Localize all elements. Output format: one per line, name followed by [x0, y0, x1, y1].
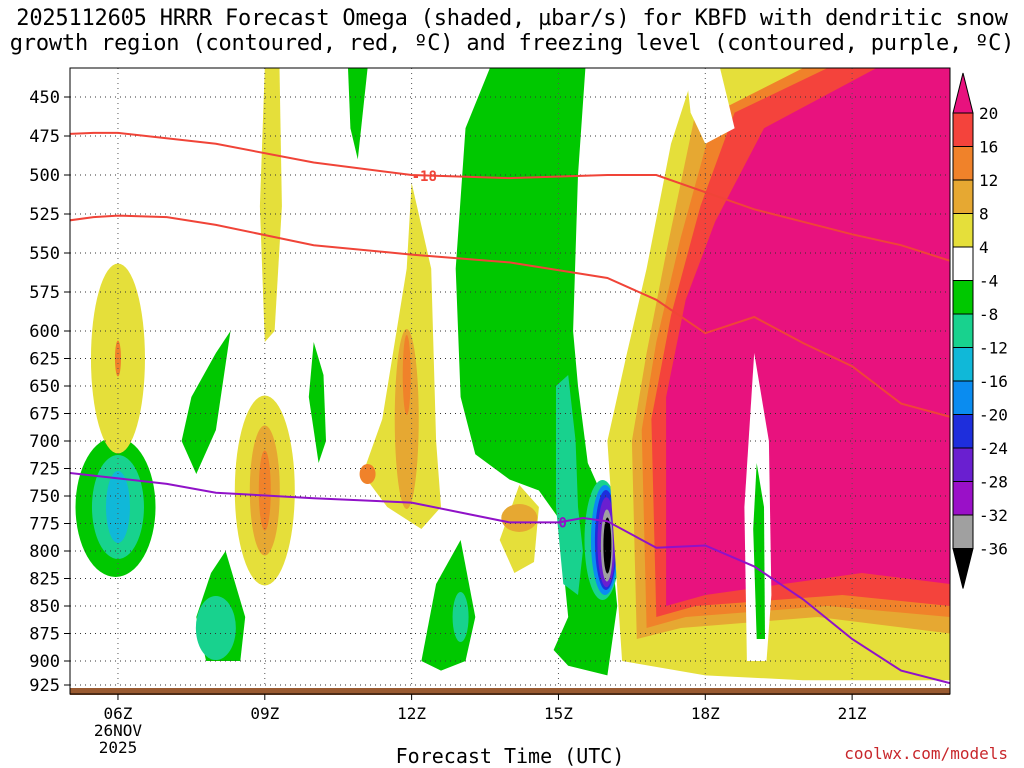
colorbar-bin-m24_m20	[952, 414, 974, 449]
colorbar-tick-9: -20	[979, 406, 1008, 425]
colorbar-tick-10: -24	[979, 439, 1008, 458]
chart-title-line1: 2025112605 HRRR Forecast Omega (shaded, …	[16, 6, 1008, 31]
colorbar-tick-1: 16	[979, 138, 998, 157]
colorbar-bin-m8_m4	[952, 280, 974, 315]
orange-12z	[402, 335, 411, 415]
colorbar-bin-m12_m8	[952, 313, 974, 348]
colorbar-bin-8_12	[952, 179, 974, 214]
contour-lines: -18 0	[70, 131, 950, 685]
colorbar-tick-3: 8	[979, 205, 989, 224]
y-tick-label-575: 575	[29, 283, 60, 303]
freezing-label: 0	[558, 515, 566, 531]
colorbar-bottom-arrow	[952, 548, 974, 589]
colorbar-bin-m28_m24	[952, 447, 974, 482]
x-tick-label-06Z: 06Z	[104, 704, 133, 723]
colorbar-tick-8: -16	[979, 372, 1008, 391]
plot-frame	[69, 67, 951, 695]
ground-strip	[70, 688, 950, 695]
x-tick-label-21Z: 21Z	[838, 704, 867, 723]
y-tick-label-550: 550	[29, 244, 60, 264]
teal-core	[556, 375, 583, 595]
omega-shaded-field	[75, 68, 950, 681]
teal-13z	[452, 592, 469, 642]
y-tick-label-525: 525	[29, 205, 60, 225]
green-10z	[308, 342, 326, 463]
y-tick-label-625: 625	[29, 350, 60, 370]
y-tick-label-725: 725	[29, 460, 60, 480]
x-tick-label-09Z: 09Z	[250, 704, 279, 723]
gold-12z	[394, 329, 419, 509]
chart-title-line2: growth region (contoured, red, ºC) and f…	[9, 31, 1015, 56]
y-tick-label-775: 775	[29, 515, 60, 535]
colorbar-tick-0: 20	[979, 104, 998, 123]
gold-14z	[501, 504, 538, 532]
colorbar-tick-13: -36	[979, 540, 1008, 559]
y-tick-label-825: 825	[29, 570, 60, 590]
colorbar-bin-4_8	[952, 213, 974, 248]
colorbar-tick-7: -12	[979, 339, 1008, 358]
colorbar-tick-12: -32	[979, 506, 1008, 525]
y-tick-label-875: 875	[29, 625, 60, 645]
dgz-lower-contour	[70, 214, 950, 418]
colorbar: 20 16 12 8 4 -4 -8 -12 -16 -20 -24 -28 -32 -36	[952, 72, 1008, 589]
colorbar-tick-6: -8	[979, 305, 998, 324]
y-tick-label-500: 500	[29, 166, 60, 186]
colorbar-bin-12_16	[952, 146, 974, 181]
dgz-label: -18	[412, 169, 437, 185]
colorbar-top-arrow	[952, 72, 974, 114]
y-tick-label-600: 600	[29, 322, 60, 342]
y-tick-label-850: 850	[29, 597, 60, 617]
green-08z-upper	[181, 331, 231, 474]
x-tick-label-12Z: 12Z	[397, 704, 426, 723]
colorbar-bin-m4_4	[952, 246, 974, 281]
grid-lines	[70, 68, 950, 694]
teal-08z	[195, 596, 236, 660]
freezing-level-contour	[70, 472, 950, 685]
y-tick-label-475: 475	[29, 127, 60, 147]
black-core	[603, 517, 612, 574]
y-tick-label-750: 750	[29, 487, 60, 507]
colorbar-tick-11: -28	[979, 473, 1008, 492]
colorbar-bin-m16_m12	[952, 347, 974, 382]
green-sliver-upper	[348, 68, 368, 160]
colorbar-tick-5: -4	[979, 272, 998, 291]
colorbar-bin-m20_m16	[952, 380, 974, 415]
y-tick-label-900: 900	[29, 652, 60, 672]
colorbar-bin-m32_m28	[952, 481, 974, 516]
yellow-09z-upper	[259, 68, 282, 342]
x-tick-date: 26NOV	[94, 721, 143, 740]
y-tick-label-800: 800	[29, 542, 60, 562]
x-tick-label-18Z: 18Z	[691, 704, 720, 723]
y-tick-label-650: 650	[29, 377, 60, 397]
y-tick-label-925: 925	[29, 676, 60, 696]
colorbar-bin-m36_m32	[952, 514, 974, 549]
green-streak	[753, 463, 765, 639]
orange-1100z	[359, 464, 376, 484]
colorbar-bin-16_20	[952, 112, 974, 147]
x-tick-year: 2025	[99, 738, 138, 757]
orange-09z	[258, 450, 271, 531]
x-tick-label-15Z: 15Z	[544, 704, 573, 723]
white-notch	[685, 68, 735, 144]
credit-text: coolwx.com/models	[844, 744, 1008, 763]
dgz-upper-contour	[70, 131, 950, 262]
y-tick-label-675: 675	[29, 405, 60, 425]
colorbar-tick-4: 4	[979, 238, 989, 257]
colorbar-tick-2: 12	[979, 171, 998, 190]
x-axis-label: Forecast Time (UTC)	[395, 744, 625, 768]
axes: 450 475 500 525 550 575 600 625 650 675 700 725 750 7…	[29, 67, 951, 757]
blue-left-blob	[105, 471, 130, 543]
y-tick-label-450: 450	[29, 88, 60, 108]
y-tick-label-700: 700	[29, 432, 60, 452]
